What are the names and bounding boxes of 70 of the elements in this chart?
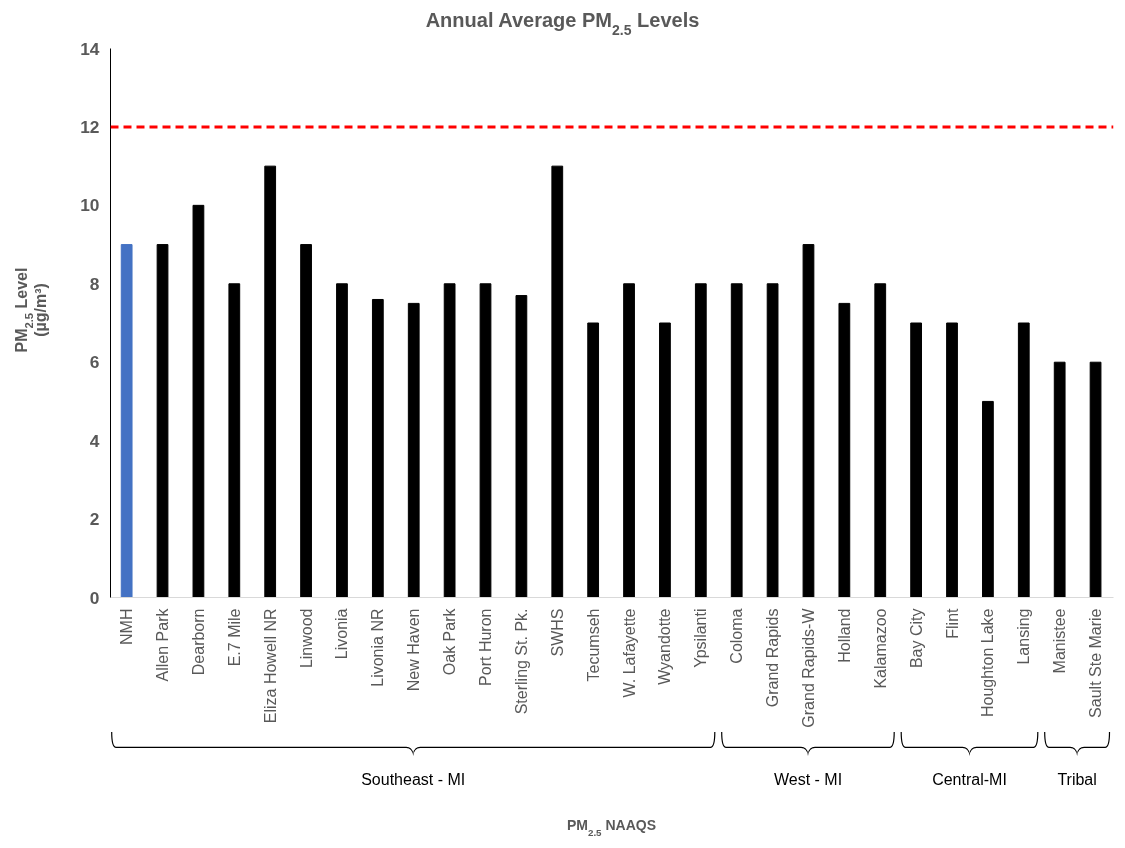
bar (1017, 322, 1030, 598)
y-tick-label: 6 (89, 352, 100, 373)
x-tick-label: Linwood (297, 608, 315, 669)
bar (156, 244, 169, 598)
x-tick-label: Livonia (333, 608, 351, 660)
bar (515, 295, 528, 598)
y-tick-label: 2 (89, 509, 100, 530)
bar (910, 322, 923, 598)
bar (1089, 361, 1102, 598)
x-tick-label: Port Huron (477, 608, 494, 686)
bar (264, 165, 277, 598)
y-tick-label: 8 (89, 273, 100, 294)
bar (623, 283, 635, 598)
bar (982, 400, 994, 598)
x-tick-label: Ypsilanti (692, 608, 710, 668)
bar (802, 244, 815, 598)
bar (838, 302, 851, 598)
x-tick-label: Holland (835, 608, 853, 663)
bar (192, 204, 205, 598)
bar (228, 283, 241, 598)
text: PM$_{2.5}$ NAAQS (566, 817, 657, 838)
y-tick-label: 10 (80, 195, 100, 216)
bar (694, 283, 707, 598)
x-tick-label: Grand Rapids-W (799, 607, 817, 728)
text: Southeast - MI (361, 771, 466, 788)
text: Central-MI (932, 771, 1007, 788)
y-tick-label: 14 (80, 38, 100, 59)
x-tick-label: Grand Rapids (764, 608, 782, 708)
bar (443, 283, 456, 598)
bar (874, 283, 887, 598)
x-tick-label: E.7 Mile (225, 608, 243, 667)
x-tick-label: NMH (118, 608, 136, 645)
x-tick-label: Dearborn (189, 608, 207, 676)
x-tick-label: SWHS (548, 608, 566, 657)
x-tick-label: Wyandotte (656, 608, 674, 685)
bar (551, 165, 564, 598)
bar (659, 322, 671, 598)
x-tick-label: Allen Park (154, 607, 172, 682)
bar (1053, 361, 1066, 598)
x-tick-label: Manistee (1051, 608, 1069, 674)
bar (120, 244, 133, 598)
x-tick-label: Tecumseh (584, 608, 602, 682)
x-tick-label: New Haven (405, 608, 423, 692)
y-tick-label: 12 (80, 116, 100, 137)
x-tick-label: Coloma (728, 608, 746, 664)
x-tick-label: Houghton Lake (979, 608, 997, 718)
bar (587, 322, 600, 598)
x-tick-label: Kalamazoo (871, 608, 889, 689)
x-tick-label: Sterling St. Pk. (512, 608, 530, 715)
text: West - MI (773, 771, 843, 788)
bar (730, 283, 743, 598)
x-tick-label: W. Lafayette (620, 608, 638, 698)
bar (766, 283, 779, 598)
x-tick-label: Livonia NR (369, 608, 387, 687)
chart-title: Annual Average PM$_{2.5}$ Levels (425, 9, 700, 38)
x-tick-label: Eliza Howell NR (261, 608, 279, 724)
x-tick-label: Lansing (1015, 608, 1033, 665)
y-tick-label: 0 (89, 587, 100, 608)
text: Tribal (1057, 771, 1097, 788)
x-tick-label: Flint (943, 607, 961, 639)
x-tick-label: Sault Ste Marie (1087, 608, 1105, 718)
bar (371, 298, 384, 598)
bar (300, 244, 312, 598)
bar (479, 283, 492, 598)
bar (946, 322, 958, 598)
bar (407, 302, 420, 598)
bar (336, 283, 348, 598)
x-tick-label: Bay City (907, 608, 925, 669)
y-tick-label: 4 (89, 430, 100, 451)
x-tick-label: Oak Park (441, 607, 459, 676)
